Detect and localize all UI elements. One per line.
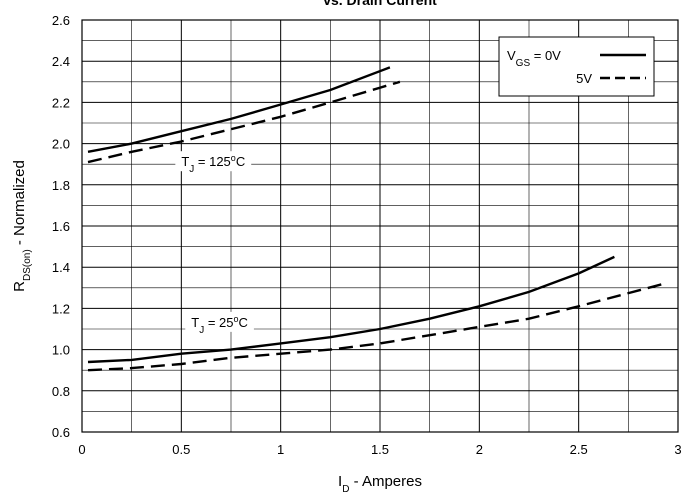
y-tick-label: 2.2: [52, 95, 70, 110]
line-series: [87, 282, 665, 372]
line-series: [87, 80, 401, 164]
y-tick-label: 0.8: [52, 384, 70, 399]
x-tick-label: 1.5: [371, 442, 389, 457]
annotation-part: C: [236, 154, 245, 169]
annotation-bg: [175, 151, 252, 172]
y-tick-label: 2.4: [52, 54, 70, 69]
x-tick-label: 0.5: [172, 442, 190, 457]
y-tick-label: 1.6: [52, 219, 70, 234]
annotation-part: o: [231, 153, 236, 163]
x-axis-title-part: - Amperes: [349, 473, 422, 490]
y-tick-label: 0.6: [52, 425, 70, 440]
annotation-part: T: [181, 154, 189, 169]
legend-label-part: GS: [516, 58, 531, 69]
annotation: TJ = 125oC: [181, 153, 245, 175]
legend-label-part: V: [507, 48, 516, 63]
y-tick-label: 1.2: [52, 301, 70, 316]
y-tick-label: 2.0: [52, 137, 70, 152]
annotation: TJ = 25oC: [191, 314, 248, 336]
legend-box: [498, 36, 655, 97]
plot-frame: [81, 19, 679, 433]
y-axis-title-part: DS(on): [22, 249, 33, 281]
annotation-part: C: [239, 315, 248, 330]
x-tick-label: 1: [277, 442, 284, 457]
x-axis-title: ID - Amperes: [338, 473, 422, 493]
x-tick-label: 0: [78, 442, 85, 457]
y-axis-title-part: R: [11, 281, 28, 292]
x-axis-title-part: I: [338, 473, 342, 490]
x-tick-label: 2.5: [570, 442, 588, 457]
annotation-part: J: [189, 164, 194, 175]
line-series: [87, 66, 391, 153]
y-axis-title: RDS(on) - Normalized: [11, 160, 33, 292]
legend-label: VGS = 0V: [507, 48, 561, 69]
line-series: [87, 255, 615, 364]
legend-label: 5V: [576, 71, 592, 86]
y-tick-label: 2.6: [52, 13, 70, 28]
chart-title: vs. Drain Current: [323, 0, 437, 8]
x-tick-label: 2: [476, 442, 483, 457]
x-tick-label: 3: [674, 442, 681, 457]
annotation-part: = 25: [204, 315, 233, 330]
legend-label: 0V: [545, 48, 561, 63]
y-tick-label: 1.0: [52, 343, 70, 358]
annotation-part: = 125: [194, 154, 231, 169]
y-tick-label: 1.8: [52, 178, 70, 193]
annotation-part: T: [191, 315, 199, 330]
x-axis-title-part: D: [342, 484, 349, 493]
y-axis-title-part: - Normalized: [11, 160, 28, 249]
annotation-part: J: [199, 324, 204, 335]
y-tick-label: 1.4: [52, 260, 70, 275]
annotation-bg: [185, 311, 254, 332]
legend-label-part: =: [530, 48, 545, 63]
annotation-part: o: [234, 314, 239, 324]
